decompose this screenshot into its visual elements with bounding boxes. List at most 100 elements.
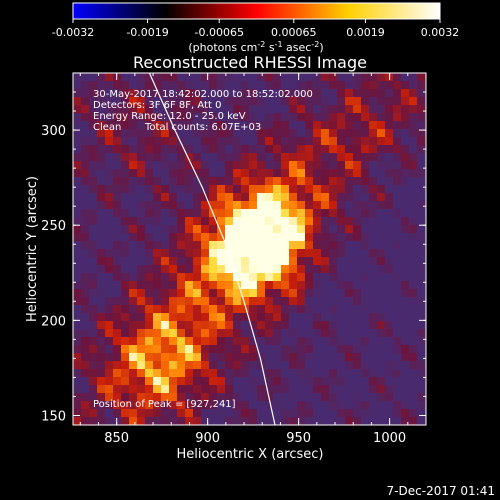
heatmap-cell <box>153 209 162 218</box>
heatmap-cell <box>129 217 138 226</box>
heatmap-cell <box>321 217 330 226</box>
heatmap-cell <box>305 81 314 90</box>
heatmap-cell <box>305 113 314 122</box>
heatmap-cell <box>121 201 130 210</box>
heatmap-cell <box>129 169 138 178</box>
heatmap-cell <box>209 297 218 306</box>
heatmap-cell <box>193 321 202 330</box>
heatmap-cell <box>89 73 98 82</box>
heatmap-cell <box>233 89 242 98</box>
heatmap-cell <box>137 177 146 186</box>
heatmap-cell <box>185 233 194 242</box>
heatmap-cell <box>345 377 354 386</box>
heatmap-cell <box>297 385 306 394</box>
heatmap-cell <box>89 305 98 314</box>
heatmap-cell <box>313 153 322 162</box>
heatmap-cell <box>185 417 194 425</box>
heatmap-cell <box>233 273 242 282</box>
heatmap-cell <box>337 329 346 338</box>
heatmap-cell <box>385 409 394 418</box>
heatmap-cell <box>345 105 354 114</box>
heatmap-cell <box>73 161 82 170</box>
heatmap-cell <box>185 129 194 138</box>
heatmap-cell <box>201 121 210 130</box>
heatmap-cell <box>129 353 138 362</box>
heatmap-cell <box>153 129 162 138</box>
heatmap-cell <box>225 297 234 306</box>
heatmap-cell <box>329 297 338 306</box>
heatmap-cell <box>321 353 330 362</box>
heatmap-cell <box>337 321 346 330</box>
heatmap-cell <box>289 81 298 90</box>
heatmap-cell <box>89 153 98 162</box>
heatmap-cell <box>369 177 378 186</box>
heatmap-cell <box>185 377 194 386</box>
heatmap-cell <box>409 137 418 146</box>
heatmap-cell <box>289 321 298 330</box>
heatmap-cell <box>321 105 330 114</box>
heatmap-cell <box>409 241 418 250</box>
heatmap-cell <box>385 185 394 194</box>
heatmap-cell <box>361 185 370 194</box>
heatmap-cell <box>137 289 146 298</box>
heatmap-cell <box>385 281 394 290</box>
heatmap-cell <box>201 249 210 258</box>
heatmap-cell <box>401 369 410 378</box>
heatmap-cell <box>249 409 258 418</box>
heatmap-cell <box>321 289 330 298</box>
heatmap-cell <box>73 185 82 194</box>
heatmap-cell <box>73 241 82 250</box>
heatmap-cell <box>305 233 314 242</box>
heatmap-cell <box>81 177 90 186</box>
heatmap-cell <box>233 233 242 242</box>
heatmap-cell <box>129 185 138 194</box>
heatmap-cell <box>185 281 194 290</box>
heatmap-cell <box>81 193 90 202</box>
heatmap-cell <box>417 273 426 282</box>
heatmap-cell <box>185 193 194 202</box>
heatmap-cell <box>89 257 98 266</box>
heatmap-cell <box>401 97 410 106</box>
heatmap-cell <box>97 321 106 330</box>
heatmap-cell <box>385 233 394 242</box>
heatmap-cell <box>97 137 106 146</box>
heatmap-cell <box>169 185 178 194</box>
heatmap-cell <box>169 401 178 410</box>
heatmap-cell <box>233 177 242 186</box>
heatmap-cell <box>353 313 362 322</box>
heatmap-cell <box>217 313 226 322</box>
heatmap-cell <box>305 329 314 338</box>
heatmap-cell <box>321 345 330 354</box>
heatmap-cell <box>241 145 250 154</box>
heatmap-cell <box>177 305 186 314</box>
heatmap-cell <box>105 73 114 82</box>
heatmap-cell <box>385 361 394 370</box>
heatmap-cell <box>113 161 122 170</box>
heatmap-cell <box>241 161 250 170</box>
heatmap-cell <box>209 257 218 266</box>
heatmap-cell <box>401 321 410 330</box>
heatmap-cell <box>129 209 138 218</box>
heatmap-cell <box>73 401 82 410</box>
heatmap-cell <box>73 321 82 330</box>
heatmap-cell <box>305 257 314 266</box>
heatmap-cell <box>377 137 386 146</box>
heatmap-cell <box>129 393 138 402</box>
heatmap-cell <box>161 113 170 122</box>
heatmap-cell <box>201 401 210 410</box>
heatmap-cell <box>241 137 250 146</box>
heatmap-cell <box>241 153 250 162</box>
heatmap-cell <box>89 137 98 146</box>
heatmap-cell <box>113 297 122 306</box>
heatmap-cell <box>417 129 426 138</box>
heatmap-cell <box>137 369 146 378</box>
heatmap-cell <box>241 89 250 98</box>
heatmap-cell <box>273 417 282 425</box>
heatmap-cell <box>353 169 362 178</box>
heatmap-cell <box>145 185 154 194</box>
heatmap-cell <box>401 193 410 202</box>
heatmap-cell <box>289 209 298 218</box>
heatmap-cell <box>417 105 426 114</box>
heatmap-cell <box>81 129 90 138</box>
heatmap-cell <box>217 337 226 346</box>
